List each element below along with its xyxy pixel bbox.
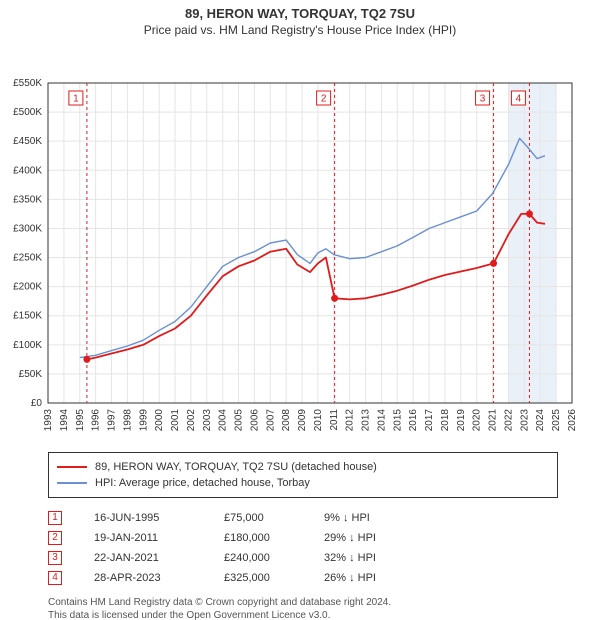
- chart-title-line-2: Price paid vs. HM Land Registry's House …: [0, 23, 600, 37]
- svg-text:£250K: £250K: [13, 253, 42, 264]
- attribution-footer: Contains HM Land Registry data © Crown c…: [48, 596, 600, 620]
- svg-text:£150K: £150K: [13, 311, 42, 322]
- sale-diff: 32% ↓ HPI: [324, 552, 424, 564]
- svg-text:2023: 2023: [519, 409, 530, 432]
- svg-text:1: 1: [73, 94, 79, 105]
- svg-text:2000: 2000: [154, 409, 165, 432]
- sale-date: 16-JUN-1995: [94, 512, 224, 524]
- sale-marker-box: 3: [48, 551, 62, 565]
- svg-text:2003: 2003: [202, 409, 213, 432]
- svg-text:1998: 1998: [122, 409, 133, 432]
- svg-text:£100K: £100K: [13, 340, 42, 351]
- sale-date: 28-APR-2023: [94, 572, 224, 584]
- svg-text:£400K: £400K: [13, 165, 42, 176]
- sale-price: £180,000: [224, 532, 324, 544]
- svg-text:2025: 2025: [551, 409, 562, 432]
- svg-text:2017: 2017: [424, 409, 435, 432]
- svg-text:2009: 2009: [297, 409, 308, 432]
- svg-text:£200K: £200K: [13, 282, 42, 293]
- svg-text:2002: 2002: [186, 409, 197, 432]
- sale-diff: 29% ↓ HPI: [324, 532, 424, 544]
- price-chart: £0 £50K £100K £150K £200K £250K £300K £350K £400…: [0, 41, 600, 444]
- svg-text:4: 4: [516, 94, 522, 105]
- svg-text:2020: 2020: [472, 409, 483, 432]
- svg-text:1999: 1999: [138, 409, 149, 432]
- svg-text:2007: 2007: [265, 409, 276, 432]
- legend-label-subject: 89, HERON WAY, TORQUAY, TQ2 7SU (detache…: [95, 459, 377, 475]
- svg-text:1993: 1993: [43, 409, 54, 432]
- sale-date: 22-JAN-2021: [94, 552, 224, 564]
- svg-text:£500K: £500K: [13, 107, 42, 118]
- svg-text:£0: £0: [31, 398, 43, 409]
- svg-text:£450K: £450K: [13, 136, 42, 147]
- legend-item-hpi: HPI: Average price, detached house, Torb…: [57, 475, 549, 491]
- sale-marker-box: 4: [48, 571, 62, 585]
- svg-text:1996: 1996: [91, 409, 102, 432]
- legend-swatch-subject: [57, 466, 87, 468]
- svg-text:2001: 2001: [170, 409, 181, 432]
- legend-item-subject: 89, HERON WAY, TORQUAY, TQ2 7SU (detache…: [57, 459, 549, 475]
- chart-title-line-1: 89, HERON WAY, TORQUAY, TQ2 7SU: [0, 6, 600, 21]
- svg-text:2024: 2024: [535, 409, 546, 432]
- sale-price: £325,000: [224, 572, 324, 584]
- svg-text:2004: 2004: [218, 409, 229, 432]
- sale-marker-box: 2: [48, 531, 62, 545]
- footer-line-1: Contains HM Land Registry data © Crown c…: [48, 596, 600, 609]
- svg-text:2011: 2011: [329, 409, 340, 431]
- sale-row: 1 16-JUN-1995£75,0009% ↓ HPI: [48, 508, 558, 528]
- svg-text:2012: 2012: [345, 409, 356, 432]
- svg-text:£50K: £50K: [19, 369, 43, 380]
- svg-text:2019: 2019: [456, 409, 467, 432]
- svg-text:3: 3: [480, 94, 486, 105]
- svg-text:£550K: £550K: [13, 78, 42, 89]
- footer-line-2: This data is licensed under the Open Gov…: [48, 609, 600, 620]
- svg-text:2: 2: [321, 94, 327, 105]
- svg-text:2021: 2021: [488, 409, 499, 432]
- sale-row: 4 28-APR-2023£325,00026% ↓ HPI: [48, 568, 558, 588]
- svg-text:2010: 2010: [313, 409, 324, 432]
- svg-text:2005: 2005: [234, 409, 245, 432]
- svg-text:2008: 2008: [281, 409, 292, 432]
- svg-text:£350K: £350K: [13, 194, 42, 205]
- sale-price: £240,000: [224, 552, 324, 564]
- svg-text:£300K: £300K: [13, 223, 42, 234]
- sale-row: 3 22-JAN-2021£240,00032% ↓ HPI: [48, 548, 558, 568]
- svg-text:2014: 2014: [376, 409, 387, 432]
- svg-text:2015: 2015: [392, 409, 403, 432]
- svg-text:1997: 1997: [107, 409, 118, 432]
- sale-marker-box: 1: [48, 511, 62, 525]
- svg-text:1995: 1995: [75, 409, 86, 432]
- sales-table: 116-JUN-1995£75,0009% ↓ HPI219-JAN-2011£…: [48, 508, 558, 588]
- svg-text:1994: 1994: [59, 409, 70, 432]
- sale-date: 19-JAN-2011: [94, 532, 224, 544]
- svg-text:2006: 2006: [249, 409, 260, 432]
- svg-text:2018: 2018: [440, 409, 451, 432]
- legend-swatch-hpi: [57, 482, 87, 484]
- svg-text:2026: 2026: [567, 409, 578, 432]
- legend-label-hpi: HPI: Average price, detached house, Torb…: [95, 475, 310, 491]
- sale-diff: 26% ↓ HPI: [324, 572, 424, 584]
- svg-text:2016: 2016: [408, 409, 419, 432]
- chart-legend: 89, HERON WAY, TORQUAY, TQ2 7SU (detache…: [48, 452, 558, 498]
- sale-row: 2 19-JAN-2011£180,00029% ↓ HPI: [48, 528, 558, 548]
- svg-text:2022: 2022: [503, 409, 514, 432]
- sale-diff: 9% ↓ HPI: [324, 512, 424, 524]
- sale-price: £75,000: [224, 512, 324, 524]
- svg-text:2013: 2013: [361, 409, 372, 432]
